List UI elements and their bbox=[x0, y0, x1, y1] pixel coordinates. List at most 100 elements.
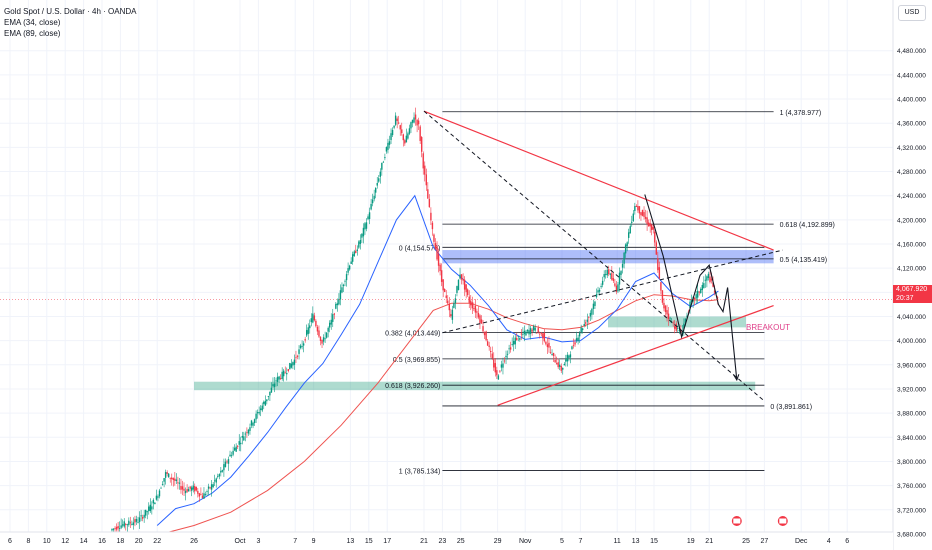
candle-body bbox=[118, 528, 121, 529]
symbol-title: Gold Spot / U.S. Dollar · 4h · OANDA bbox=[4, 7, 137, 16]
candle-body bbox=[697, 290, 699, 298]
x-tick-label: 22 bbox=[153, 538, 161, 545]
candle-body bbox=[166, 472, 168, 474]
candle-body bbox=[667, 313, 670, 320]
candle-body bbox=[649, 223, 651, 227]
candle-body bbox=[525, 331, 527, 336]
candle-body bbox=[200, 493, 202, 495]
candle-body bbox=[563, 363, 565, 366]
candle-body bbox=[663, 302, 665, 309]
candle-body bbox=[189, 486, 191, 489]
candle-body bbox=[545, 341, 547, 345]
candle-body bbox=[148, 506, 150, 512]
fib-label: 0 (3,891.861) bbox=[770, 404, 812, 411]
x-tick-label: 25 bbox=[457, 538, 465, 545]
candle-body bbox=[526, 329, 529, 332]
candle-body bbox=[539, 333, 541, 335]
candle-body bbox=[407, 133, 409, 139]
candle-body bbox=[249, 427, 251, 431]
x-tick-label: 3 bbox=[256, 538, 260, 545]
candle-body bbox=[624, 244, 627, 254]
candle-body bbox=[370, 203, 372, 210]
candle-body bbox=[220, 470, 222, 473]
candle-body bbox=[198, 493, 201, 497]
candle-body bbox=[683, 323, 685, 330]
candle-body bbox=[698, 291, 700, 293]
candle-body bbox=[520, 333, 523, 335]
candle-body bbox=[559, 364, 561, 367]
candle-body bbox=[468, 296, 470, 303]
candle-body bbox=[473, 308, 475, 310]
candle-body bbox=[611, 273, 613, 280]
last-price-value: 4,067.920 bbox=[896, 286, 928, 293]
candle-body bbox=[583, 324, 585, 326]
candle-body bbox=[529, 328, 532, 334]
candle-body bbox=[712, 282, 714, 287]
candle-body bbox=[427, 189, 429, 199]
candle-body bbox=[276, 376, 279, 382]
candle-body bbox=[701, 284, 703, 291]
candle-body bbox=[345, 274, 348, 281]
candle-body bbox=[707, 273, 710, 278]
candle-body bbox=[582, 328, 584, 331]
support-zone bbox=[194, 381, 756, 391]
y-tick-label: 4,160.000 bbox=[897, 242, 926, 249]
candle-body bbox=[131, 523, 133, 525]
candle-body bbox=[419, 126, 421, 141]
candle-body bbox=[421, 137, 423, 152]
candle-body bbox=[569, 354, 572, 358]
candle-body bbox=[450, 314, 452, 317]
bar-countdown: 20:37 bbox=[896, 295, 914, 302]
candle-body bbox=[700, 288, 702, 294]
candle-body bbox=[371, 199, 374, 204]
candle-body bbox=[644, 216, 647, 219]
candle-body bbox=[706, 276, 708, 281]
candle-body bbox=[442, 279, 444, 291]
candle-body bbox=[284, 372, 286, 374]
candle-body bbox=[462, 279, 464, 281]
candle-body bbox=[241, 435, 243, 438]
candle-body bbox=[552, 352, 555, 356]
candle-body bbox=[128, 520, 130, 526]
candle-body bbox=[695, 294, 697, 299]
candle-body bbox=[405, 135, 408, 143]
candle-body bbox=[283, 370, 285, 377]
candle-body bbox=[356, 249, 358, 251]
x-tick-label: 17 bbox=[383, 538, 391, 545]
candle-body bbox=[660, 282, 662, 291]
candle-body bbox=[230, 455, 233, 457]
candle-body bbox=[322, 337, 325, 342]
candle-body bbox=[457, 279, 460, 290]
candle-body bbox=[437, 253, 440, 266]
candle-body bbox=[654, 231, 656, 243]
y-tick-label: 4,280.000 bbox=[897, 169, 926, 176]
dashed-trendline bbox=[442, 249, 783, 334]
candle-body bbox=[430, 212, 432, 221]
candle-body bbox=[690, 299, 693, 303]
candle-body bbox=[336, 303, 339, 306]
candle-body bbox=[453, 303, 455, 308]
candle-body bbox=[586, 319, 588, 322]
candle-body bbox=[364, 223, 366, 230]
candle-body bbox=[445, 295, 447, 298]
candle-body bbox=[151, 506, 153, 510]
ema-89-line bbox=[157, 294, 719, 536]
candle-body bbox=[388, 141, 391, 145]
y-tick-label: 4,480.000 bbox=[897, 48, 926, 55]
candle-body bbox=[229, 454, 231, 457]
candle-body bbox=[256, 412, 259, 414]
candle-body bbox=[260, 408, 262, 410]
candle-body bbox=[235, 446, 237, 452]
candle-body bbox=[565, 359, 567, 362]
candle-body bbox=[598, 289, 601, 292]
candle-body bbox=[436, 246, 438, 260]
candle-body bbox=[365, 222, 368, 229]
candle-body bbox=[623, 252, 625, 264]
candle-body bbox=[514, 337, 516, 345]
candle-body bbox=[578, 332, 581, 337]
currency-selector[interactable]: USD bbox=[898, 5, 926, 21]
candle-body bbox=[612, 278, 615, 281]
candle-body bbox=[270, 387, 273, 393]
candle-body bbox=[191, 487, 193, 491]
